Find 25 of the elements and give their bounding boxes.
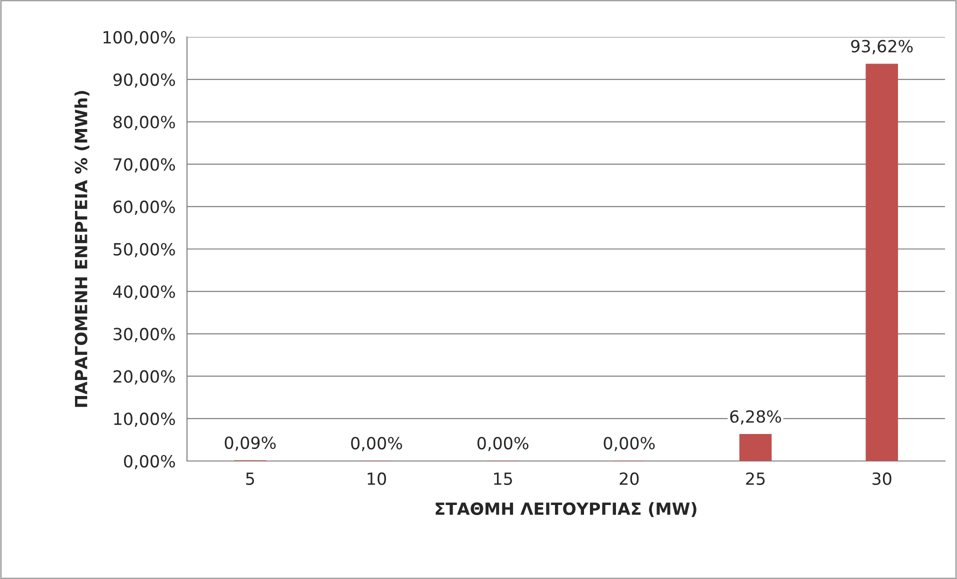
x-tick-label: 5	[246, 472, 254, 486]
y-tick-label: 20,00%	[114, 370, 175, 384]
y-tick-label: 60,00%	[114, 200, 175, 215]
x-axis-title: ΣΤΑΘΜΗ ΛΕΙΤΟΥΡΓΙΑΣ (MW)	[436, 502, 696, 517]
y-tick-label: 90,00%	[113, 73, 175, 88]
x-tick-label: 20	[620, 472, 639, 486]
data-label: 93,62%	[851, 40, 913, 54]
x-tick-label: 30	[872, 472, 892, 486]
y-tick-label: 30,00%	[114, 328, 175, 342]
data-label: 0,09%	[224, 436, 276, 451]
x-tick-label: 25	[746, 472, 765, 486]
y-tick-label: 10,00%	[114, 412, 175, 427]
x-tick-label: 15	[494, 472, 512, 486]
y-tick-label: 70,00%	[114, 158, 175, 172]
data-label: 0,00%	[477, 436, 528, 452]
data-label: 0,00%	[604, 436, 655, 452]
data-label: 0,00%	[351, 436, 402, 452]
y-tick-label: 40,00%	[113, 285, 175, 300]
y-tick-label: 50,00%	[114, 242, 175, 258]
y-tick-label: 80,00%	[113, 116, 175, 130]
data-label: 6,28%	[730, 410, 782, 425]
y-axis-title: ΠΑΡΑΓΟΜΕΝΗ ΕΝΕΡΓΕΙΑ % (MWh)	[74, 91, 90, 407]
y-tick-label: 0,00%	[124, 454, 175, 470]
x-tick-label: 10	[368, 472, 386, 486]
y-tick-label: 100,00%	[104, 30, 175, 46]
